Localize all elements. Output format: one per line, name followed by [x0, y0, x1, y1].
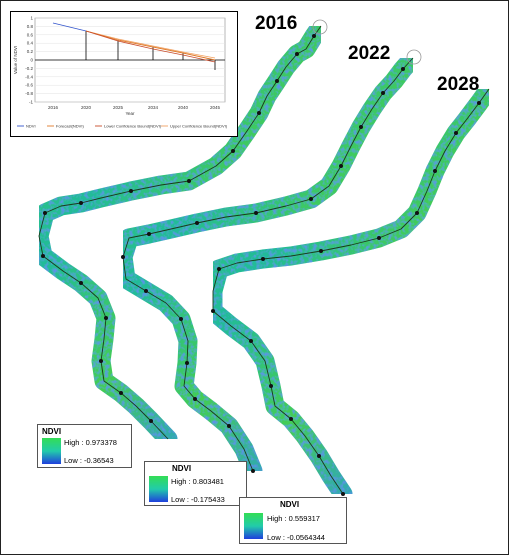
inset-legend-label: NDVI: [26, 124, 36, 129]
legend-high-value: High : 0.973378: [64, 438, 117, 447]
inset-forecast-line: [85, 30, 216, 61]
year-label-2028: 2028: [437, 74, 480, 95]
inset-y-tick-label: -1: [29, 100, 33, 105]
inset-y-tick-label: 0.8: [27, 24, 34, 29]
inset-y-tick-label: -0.4: [25, 74, 33, 79]
ndvi-legend-2016: NDVI High : 0.973378 Low : -0.36543: [37, 424, 132, 468]
inset-x-tick-label: 2045: [210, 105, 221, 110]
inset-y-tick-label: -0.6: [25, 83, 33, 88]
inset-y-tick-label: 0.4: [27, 41, 34, 46]
inset-y-tick-label: -0.8: [25, 91, 33, 96]
inset-legend-label: Upper Confidence Bound(NDVI): [170, 124, 228, 129]
inset-legend-label: Forecast(NDVI): [56, 124, 84, 129]
inset-y-axis-label: Value of NDVI: [13, 46, 18, 74]
ndvi-forecast-inset: 1 0.8 0.6 0.4 0.2 0 -0.2 -0.4 -0.6 -0.8 -1 2016 202…: [10, 11, 238, 137]
ndvi-color-ramp: [244, 513, 263, 539]
inset-y-tick-label: 0: [30, 58, 33, 63]
legend-low-value: Low : -0.175433: [171, 495, 225, 504]
inset-x-tick-label: 2040: [178, 105, 189, 110]
legend-title: NDVI: [42, 427, 62, 436]
legend-low-value: Low : -0.36543: [64, 456, 114, 465]
river-2016: [29, 16, 331, 449]
ndvi-color-ramp: [149, 476, 168, 502]
river-2028: [203, 79, 499, 504]
ndvi-legend-2028: NDVI High : 0.559317 Low : -0.0564344: [239, 497, 347, 544]
inset-x-tick-label: 2034: [148, 105, 159, 110]
ndvi-legend-2022: NDVI High : 0.803481 Low : -0.175433: [144, 461, 247, 506]
inset-y-tick-label: 0.2: [27, 49, 34, 54]
inset-x-tick-label: 2025: [113, 105, 124, 110]
ndvi-color-ramp: [42, 438, 61, 464]
inset-y-tick-label: -0.2: [25, 66, 33, 71]
legend-low-value: Low : -0.0564344: [267, 533, 325, 542]
river-2022-centerline: [122, 57, 414, 472]
inset-y-tick-label: 1: [30, 16, 33, 21]
legend-title: NDVI: [172, 464, 192, 473]
legend-high-value: High : 0.559317: [267, 514, 320, 523]
inset-lower-bound-line: [85, 30, 216, 63]
inset-x-tick-label: 2020: [81, 105, 92, 110]
inset-y-tick-label: 0.6: [27, 32, 34, 37]
river-2022: [113, 48, 423, 481]
inset-ndvi-line: [52, 22, 87, 32]
year-label-2022: 2022: [348, 43, 391, 64]
inset-x-tick-label: 2016: [48, 105, 59, 110]
river-2028-centerline: [212, 88, 490, 495]
year-label-2016: 2016: [255, 13, 298, 34]
inset-x-axis-label: Year: [125, 111, 135, 116]
inset-chart-svg: 1 0.8 0.6 0.4 0.2 0 -0.2 -0.4 -0.6 -0.8 -1 2016 202…: [13, 16, 228, 129]
inset-upper-bound-line: [85, 30, 216, 59]
legend-high-value: High : 0.803481: [171, 477, 224, 486]
legend-title: NDVI: [280, 500, 300, 509]
inset-legend-label: Lower Confidence Bound(NDVI): [104, 124, 162, 129]
